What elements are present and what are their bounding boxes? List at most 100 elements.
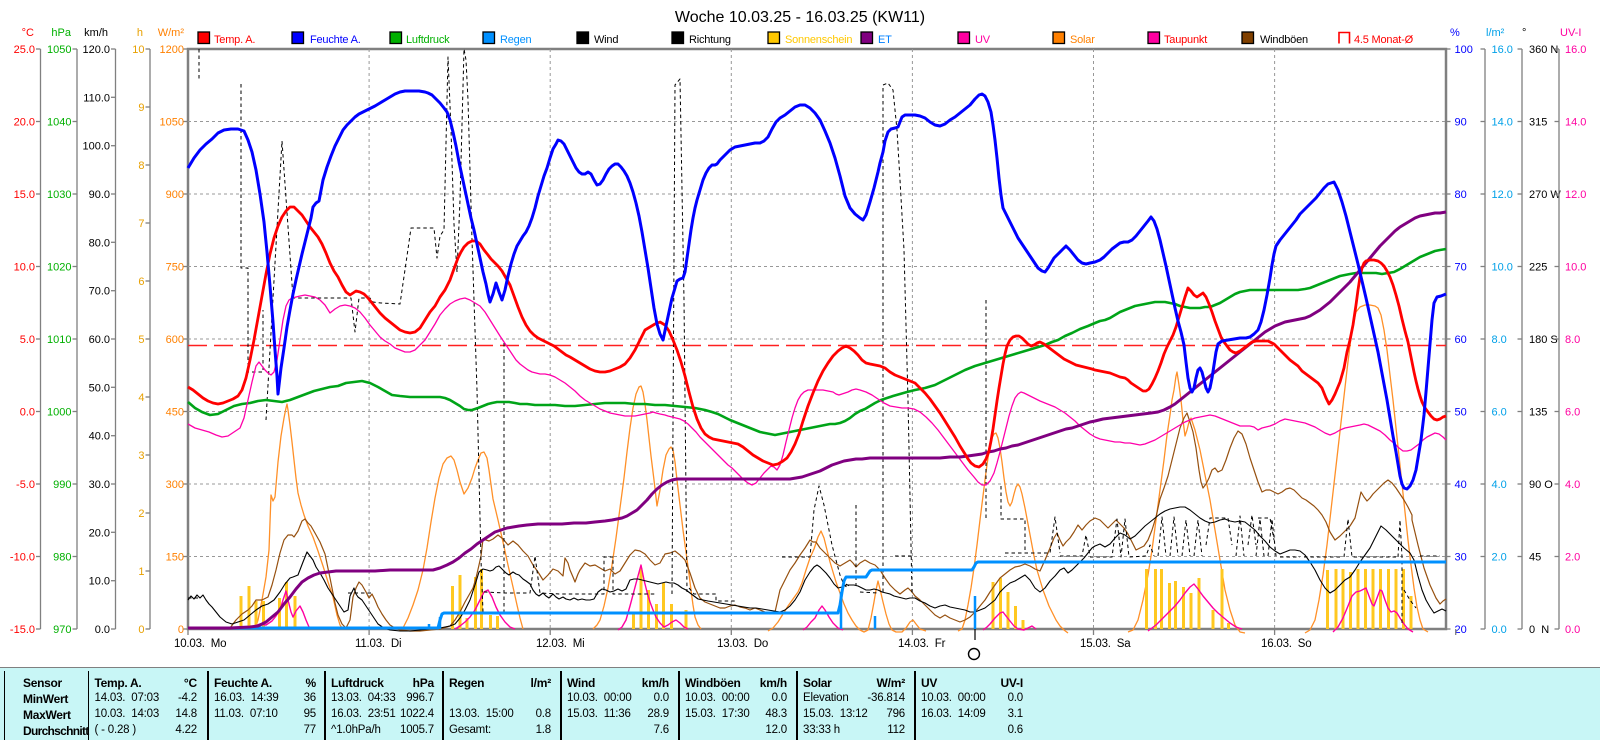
svg-text:2.0: 2.0 — [1492, 552, 1507, 564]
svg-text:6: 6 — [138, 276, 144, 288]
svg-text:1040: 1040 — [47, 117, 71, 129]
svg-text:10.0: 10.0 — [14, 262, 35, 274]
svg-text:l/m²: l/m² — [1486, 27, 1505, 39]
svg-text:5: 5 — [138, 334, 144, 346]
svg-text:10.0: 10.0 — [1492, 262, 1513, 274]
svg-text:-10.0: -10.0 — [10, 552, 35, 564]
svg-text:16.0: 16.0 — [1565, 44, 1586, 56]
svg-text:20: 20 — [1455, 624, 1467, 636]
svg-text:10: 10 — [132, 44, 144, 56]
svg-text:Regen: Regen — [500, 34, 531, 46]
svg-text:12.03. Mi: 12.03. Mi — [536, 638, 585, 650]
svg-text:100: 100 — [1455, 44, 1473, 56]
svg-text:0.0: 0.0 — [1565, 624, 1580, 636]
svg-text:1030: 1030 — [47, 189, 71, 201]
svg-text:15.0: 15.0 — [14, 189, 35, 201]
svg-text:16.03. So: 16.03. So — [1261, 638, 1311, 650]
svg-text:270 W: 270 W — [1529, 189, 1561, 201]
svg-text:6.0: 6.0 — [1565, 407, 1580, 419]
svg-text:750: 750 — [166, 262, 184, 274]
svg-text:0 N: 0 N — [1529, 624, 1549, 636]
svg-text:8.0: 8.0 — [1565, 334, 1580, 346]
svg-text:Solar: Solar — [1070, 34, 1095, 46]
svg-text:14.0: 14.0 — [1565, 117, 1586, 129]
svg-text:25.0: 25.0 — [14, 44, 35, 56]
svg-text:50: 50 — [1455, 407, 1467, 419]
svg-text:8: 8 — [138, 160, 144, 172]
svg-text:900: 900 — [166, 189, 184, 201]
svg-text:90: 90 — [1455, 117, 1467, 129]
svg-text:150: 150 — [166, 552, 184, 564]
svg-text:5.0: 5.0 — [20, 334, 35, 346]
svg-text:0.0: 0.0 — [95, 624, 110, 636]
svg-text:Temp. A.: Temp. A. — [214, 34, 255, 46]
svg-text:11.03. Di: 11.03. Di — [355, 638, 401, 650]
svg-text:10.03. Mo: 10.03. Mo — [174, 638, 226, 650]
svg-text:8.0: 8.0 — [1492, 334, 1507, 346]
svg-text:1200: 1200 — [160, 44, 184, 56]
svg-text:600: 600 — [166, 334, 184, 346]
svg-text:15.03. Sa: 15.03. Sa — [1080, 638, 1131, 650]
svg-text:%: % — [1450, 27, 1460, 39]
svg-text:2: 2 — [138, 508, 144, 520]
svg-text:1000: 1000 — [47, 407, 71, 419]
svg-text:60.0: 60.0 — [89, 334, 110, 346]
svg-text:14.0: 14.0 — [1492, 117, 1513, 129]
svg-text:Windböen: Windböen — [1260, 34, 1308, 46]
svg-text:Wind: Wind — [594, 34, 618, 46]
svg-text:14.03. Fr: 14.03. Fr — [898, 638, 946, 650]
svg-text:4.0: 4.0 — [1565, 479, 1580, 491]
svg-text:80: 80 — [1455, 189, 1467, 201]
svg-text:80.0: 80.0 — [89, 237, 110, 249]
svg-text:16.0: 16.0 — [1492, 44, 1513, 56]
svg-text:12.0: 12.0 — [1565, 189, 1586, 201]
svg-text:10.0: 10.0 — [89, 576, 110, 588]
svg-text:45: 45 — [1529, 552, 1541, 564]
svg-text:0: 0 — [178, 624, 184, 636]
svg-text:360 N: 360 N — [1529, 44, 1558, 56]
svg-text:Woche 10.03.25 - 16.03.25 (KW1: Woche 10.03.25 - 16.03.25 (KW11) — [675, 9, 925, 26]
svg-text:20.0: 20.0 — [14, 117, 35, 129]
svg-text:450: 450 — [166, 407, 184, 419]
svg-text:-15.0: -15.0 — [10, 624, 35, 636]
svg-text:970: 970 — [53, 624, 71, 636]
svg-text:2.0: 2.0 — [1565, 552, 1580, 564]
svg-text:135: 135 — [1529, 407, 1547, 419]
svg-text:UV: UV — [975, 34, 991, 46]
svg-text:180 S: 180 S — [1529, 334, 1558, 346]
svg-text:UV-I: UV-I — [1560, 27, 1581, 39]
svg-text:4.5 Monat-Ø: 4.5 Monat-Ø — [1354, 34, 1414, 46]
svg-text:°C: °C — [22, 27, 34, 39]
svg-text:h: h — [137, 27, 143, 39]
svg-text:60: 60 — [1455, 334, 1467, 346]
svg-text:km/h: km/h — [84, 27, 108, 39]
svg-text:W/m²: W/m² — [158, 27, 185, 39]
svg-text:110.0: 110.0 — [83, 92, 110, 104]
svg-text:120.0: 120.0 — [82, 44, 110, 56]
svg-text:40.0: 40.0 — [89, 431, 110, 443]
svg-text:7: 7 — [138, 218, 144, 230]
svg-text:50.0: 50.0 — [89, 382, 110, 394]
svg-text:3: 3 — [138, 450, 144, 462]
svg-text:1050: 1050 — [160, 117, 184, 129]
svg-text:0.0: 0.0 — [1492, 624, 1507, 636]
svg-text:1: 1 — [138, 566, 144, 578]
svg-text:13.03. Do: 13.03. Do — [717, 638, 768, 650]
svg-text:90 O: 90 O — [1529, 479, 1553, 491]
svg-text:12.0: 12.0 — [1492, 189, 1513, 201]
svg-text:Richtung: Richtung — [689, 34, 731, 46]
svg-text:70: 70 — [1455, 262, 1467, 274]
svg-text:hPa: hPa — [51, 27, 71, 39]
svg-text:-5.0: -5.0 — [16, 479, 35, 491]
svg-text:315: 315 — [1529, 117, 1547, 129]
svg-text:Sonnenschein: Sonnenschein — [785, 34, 852, 46]
svg-text:°: ° — [1522, 27, 1526, 39]
svg-text:1020: 1020 — [47, 262, 71, 274]
svg-text:ET: ET — [878, 34, 892, 46]
svg-text:1010: 1010 — [47, 334, 71, 346]
svg-text:6.0: 6.0 — [1492, 407, 1507, 419]
svg-text:0.0: 0.0 — [20, 407, 35, 419]
svg-text:1050: 1050 — [47, 44, 71, 56]
svg-text:30: 30 — [1455, 552, 1467, 564]
svg-text:980: 980 — [53, 552, 71, 564]
